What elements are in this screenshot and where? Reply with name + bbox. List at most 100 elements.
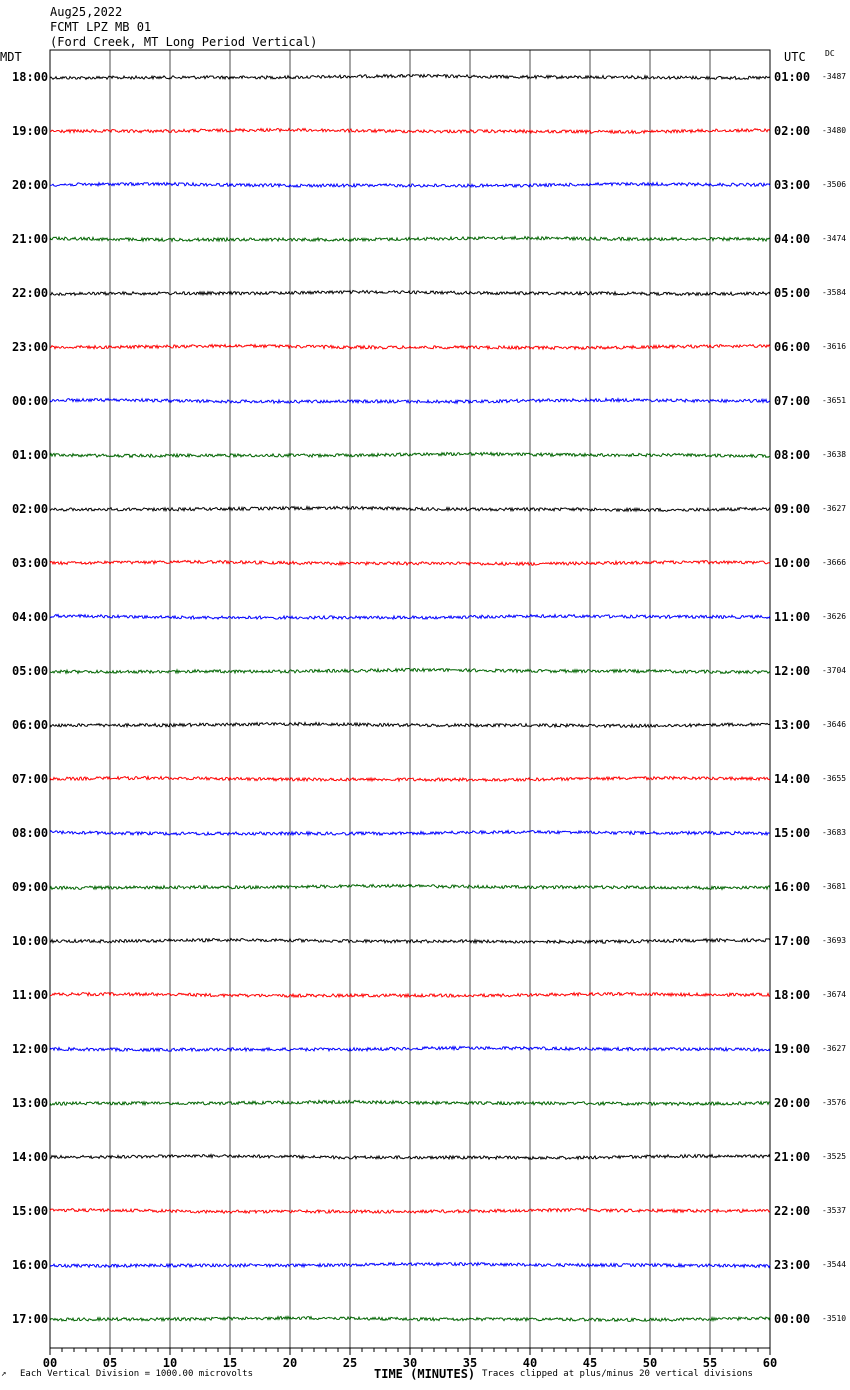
- dc-offset-label: -3510: [822, 1314, 847, 1323]
- x-tick-label: 00: [42, 1356, 58, 1370]
- utc-time-label: 01:00: [774, 70, 811, 84]
- local-time-label: 20:00: [12, 178, 49, 192]
- dc-offset-label: -3651: [822, 396, 847, 405]
- dc-offset-label: -3584: [822, 288, 847, 297]
- trace-1100: [49, 991, 771, 999]
- dc-offset-label: -3480: [822, 126, 847, 135]
- local-time-label: 05:00: [12, 664, 49, 678]
- right-timezone-label: UTC: [784, 50, 806, 64]
- trace-1700: [49, 1315, 771, 1323]
- trace-1000: [49, 937, 771, 945]
- x-tick-label: 25: [342, 1356, 358, 1370]
- trace-group: [49, 73, 771, 1323]
- vertical-division-note: Each Vertical Division = 1000.00 microvo…: [20, 1369, 253, 1379]
- utc-time-label: 07:00: [774, 394, 811, 408]
- local-time-label: 22:00: [12, 286, 49, 300]
- utc-time-label: 23:00: [774, 1258, 811, 1272]
- trace-2000: [49, 181, 771, 189]
- local-time-label: 07:00: [12, 772, 49, 786]
- x-axis-title: TIME (MINUTES): [374, 1367, 476, 1381]
- local-time-label: 14:00: [12, 1150, 49, 1164]
- utc-time-label: 06:00: [774, 340, 811, 354]
- utc-time-label: 11:00: [774, 610, 811, 624]
- chart-date: Aug25,2022: [50, 5, 123, 19]
- local-time-label: 16:00: [12, 1258, 49, 1272]
- trace-1800: [49, 73, 771, 81]
- local-time-label: 17:00: [12, 1312, 49, 1326]
- local-time-label: 21:00: [12, 232, 49, 246]
- utc-time-label: 02:00: [774, 124, 811, 138]
- local-time-label: 01:00: [12, 448, 49, 462]
- local-time-label: 23:00: [12, 340, 49, 354]
- trace-1300: [49, 1099, 771, 1107]
- dc-offset-label: -3627: [822, 504, 847, 513]
- trace-0600: [49, 721, 771, 729]
- utc-time-label: 09:00: [774, 502, 811, 516]
- plot-grid: [49, 49, 771, 1349]
- clipping-note: Traces clipped at plus/minus 20 vertical…: [482, 1369, 753, 1379]
- footer-corner-mark: ↗: [1, 1369, 7, 1379]
- dc-offset-label: -3537: [822, 1206, 847, 1215]
- trace-2200: [49, 289, 771, 297]
- dc-offset-label: -3627: [822, 1044, 847, 1053]
- x-axis-ticks: [49, 1348, 771, 1355]
- dc-offset-label: -3655: [822, 774, 847, 783]
- local-time-label: 10:00: [12, 934, 49, 948]
- x-tick-label: 10: [162, 1356, 178, 1370]
- x-tick-label: 15: [222, 1356, 238, 1370]
- local-time-label: 12:00: [12, 1042, 49, 1056]
- local-time-label: 11:00: [12, 988, 49, 1002]
- trace-2300: [49, 343, 771, 351]
- dc-offset-label: -3506: [822, 180, 847, 189]
- trace-0900: [49, 883, 771, 891]
- dc-offset-label: -3487: [822, 72, 847, 81]
- trace-0300: [49, 559, 771, 567]
- utc-time-label: 15:00: [774, 826, 811, 840]
- dc-offset-label: -3646: [822, 720, 847, 729]
- trace-0000: [49, 397, 771, 405]
- x-tick-label: 60: [762, 1356, 778, 1370]
- local-time-label: 13:00: [12, 1096, 49, 1110]
- local-time-label: 02:00: [12, 502, 49, 516]
- trace-1600: [49, 1261, 771, 1269]
- x-tick-label: 40: [522, 1356, 538, 1370]
- utc-time-label: 19:00: [774, 1042, 811, 1056]
- utc-time-label: 20:00: [774, 1096, 811, 1110]
- trace-1500: [49, 1207, 771, 1215]
- trace-0700: [49, 774, 771, 783]
- trace-0200: [49, 505, 771, 513]
- dc-offset-label: -3674: [822, 990, 847, 999]
- utc-time-label: 16:00: [774, 880, 811, 894]
- utc-time-label: 14:00: [774, 772, 811, 786]
- local-time-label: 09:00: [12, 880, 49, 894]
- local-time-label: 04:00: [12, 610, 49, 624]
- dc-offset-label: -3626: [822, 612, 847, 621]
- utc-time-label: 10:00: [774, 556, 811, 570]
- utc-time-label: 17:00: [774, 934, 811, 948]
- dc-offset-label: -3681: [822, 882, 847, 891]
- utc-time-label: 21:00: [774, 1150, 811, 1164]
- trace-0800: [49, 829, 771, 837]
- trace-2100: [49, 235, 771, 243]
- dc-offset-label: -3525: [822, 1152, 847, 1161]
- utc-time-label: 00:00: [774, 1312, 811, 1326]
- utc-time-label: 03:00: [774, 178, 811, 192]
- x-tick-label: 35: [462, 1356, 478, 1370]
- x-tick-label: 45: [582, 1356, 598, 1370]
- local-time-label: 06:00: [12, 718, 49, 732]
- utc-time-label: 18:00: [774, 988, 811, 1002]
- local-time-label: 00:00: [12, 394, 49, 408]
- dc-offset-label: -3638: [822, 450, 847, 459]
- local-time-label: 08:00: [12, 826, 49, 840]
- x-tick-label: 50: [642, 1356, 658, 1370]
- trace-1900: [49, 127, 771, 135]
- trace-1400: [49, 1153, 771, 1161]
- station-description: (Ford Creek, MT Long Period Vertical): [50, 35, 318, 49]
- local-time-label: 15:00: [12, 1204, 49, 1218]
- local-time-label: 03:00: [12, 556, 49, 570]
- utc-time-label: 05:00: [774, 286, 811, 300]
- dc-offset-label: -3576: [822, 1098, 847, 1107]
- x-tick-label: 30: [402, 1356, 418, 1370]
- x-tick-label: 20: [282, 1356, 298, 1370]
